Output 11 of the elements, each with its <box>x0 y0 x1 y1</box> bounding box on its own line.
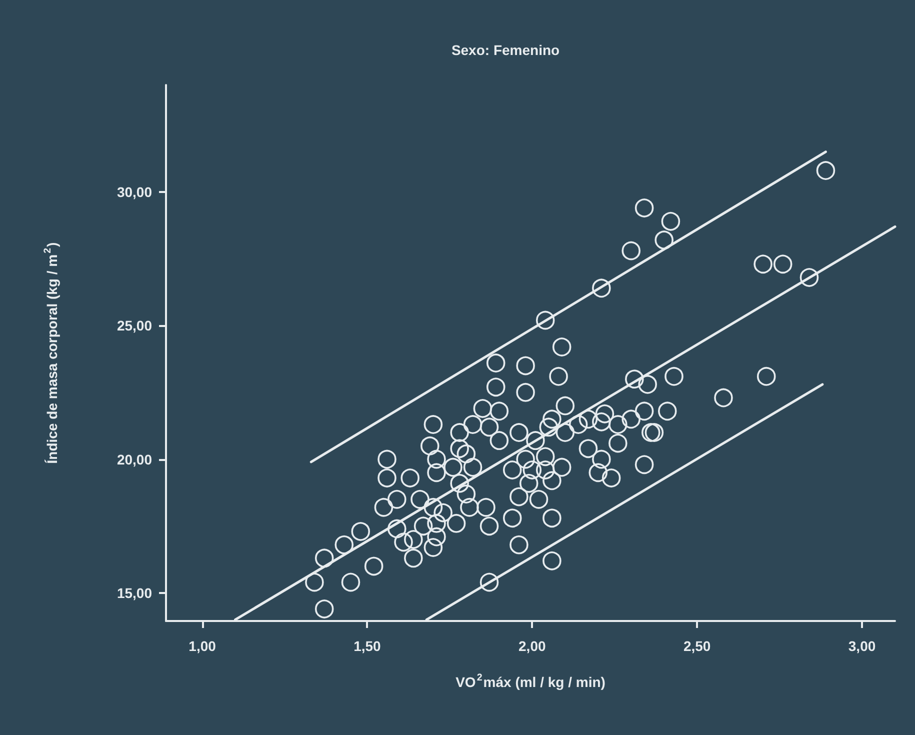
chart-title: Sexo: Femenino <box>451 42 560 58</box>
x-tick-label: 2,00 <box>518 638 546 654</box>
x-tick-label: 3,00 <box>848 638 876 654</box>
y-tick-label: 15,00 <box>116 584 152 601</box>
x-tick-label: 1,00 <box>188 638 216 654</box>
y-tick-label: 20,00 <box>116 451 152 468</box>
x-tick-label: 1,50 <box>354 638 382 654</box>
y-axis-title: Índice de masa corporal (kg / m2) <box>42 242 60 464</box>
x-tick-label: 2,50 <box>683 638 711 654</box>
y-tick-label: 30,00 <box>116 184 152 200</box>
y-tick-label: 25,00 <box>116 318 152 334</box>
